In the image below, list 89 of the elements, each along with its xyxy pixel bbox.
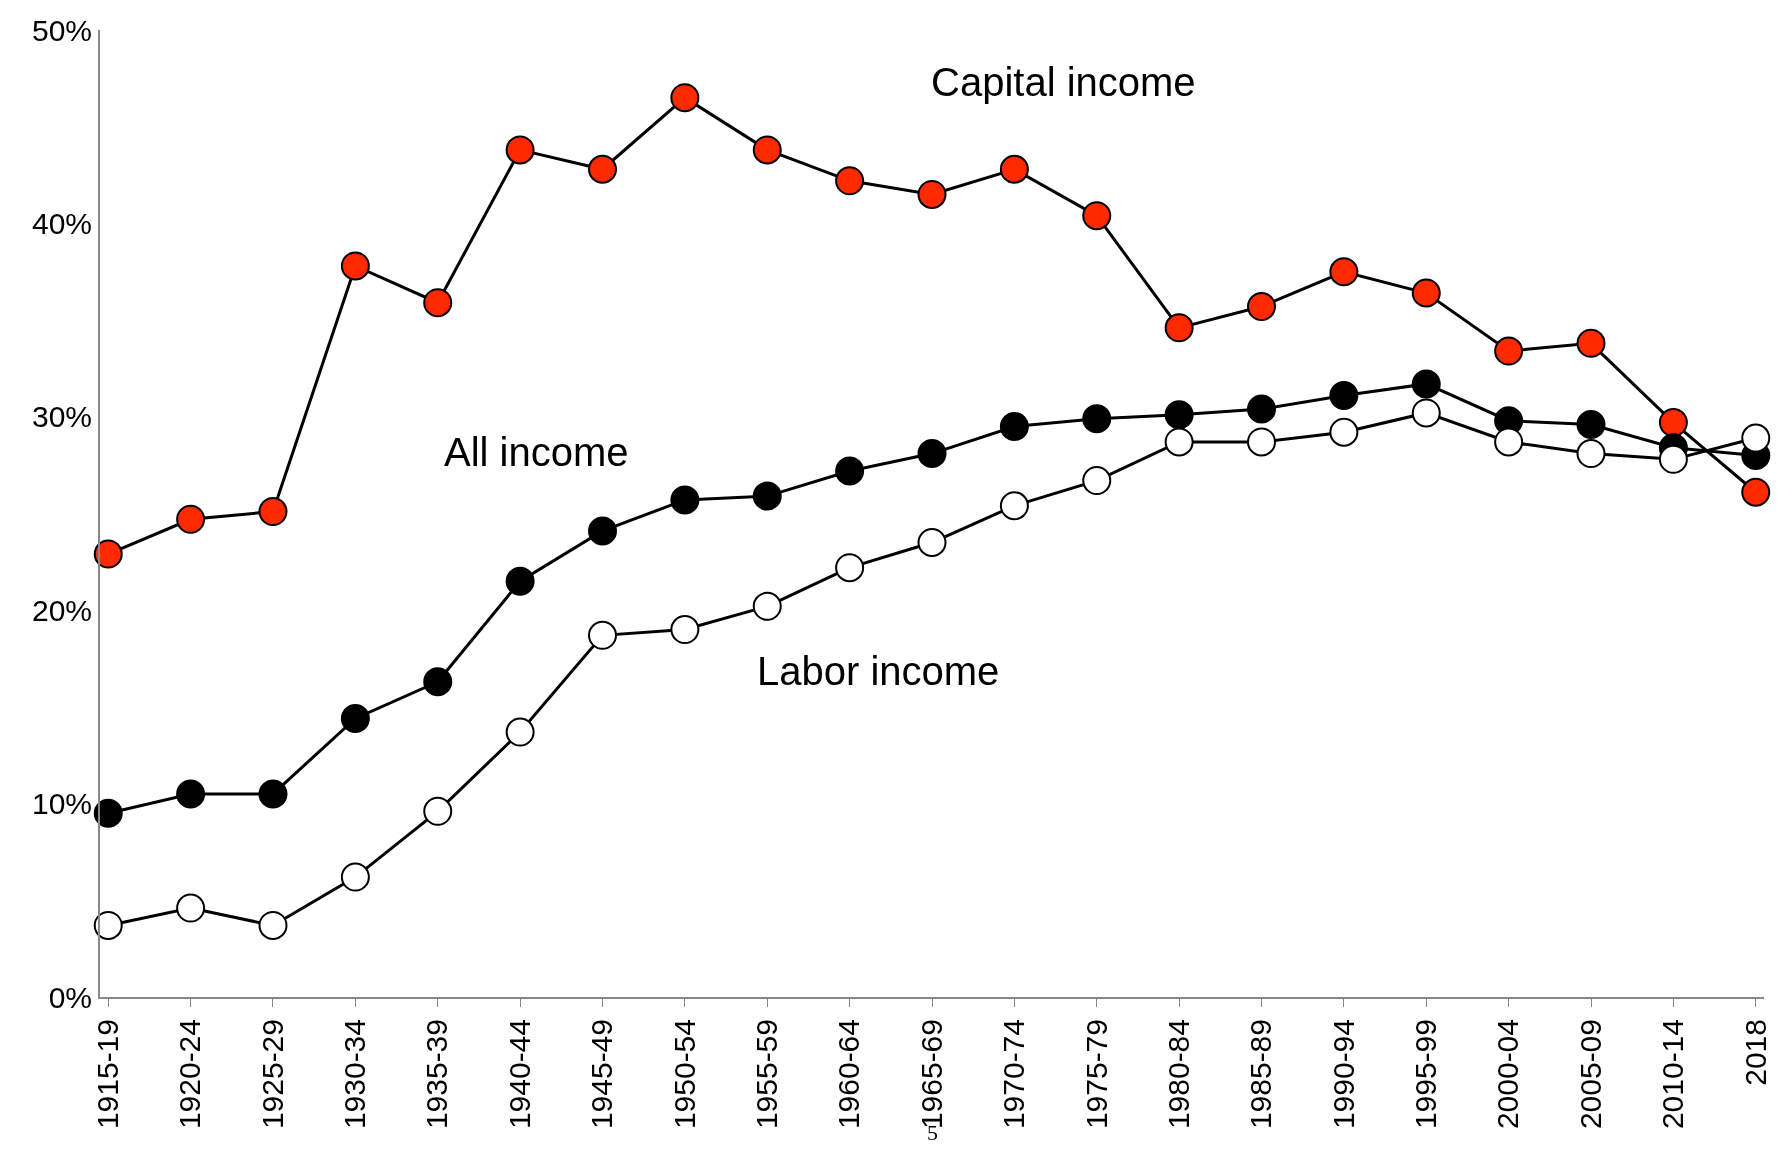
point — [176, 779, 206, 809]
x-tick-label: 1930-34 — [338, 1019, 372, 1130]
point — [917, 179, 947, 209]
point — [93, 910, 123, 940]
point — [999, 491, 1029, 521]
point — [670, 485, 700, 515]
point — [1576, 328, 1606, 358]
point — [1576, 410, 1606, 440]
point — [1329, 417, 1359, 447]
point — [588, 620, 617, 650]
x-tick-label: 1985-89 — [1244, 1019, 1278, 1130]
point — [1164, 400, 1194, 430]
y-tick-label: 30% — [31, 400, 92, 434]
point — [93, 798, 123, 828]
x-tick-label: 1995-99 — [1409, 1019, 1443, 1130]
x-tick-label: 1990-94 — [1326, 1019, 1360, 1130]
point — [1082, 404, 1112, 434]
point — [1247, 292, 1276, 322]
x-tick-label: 1915-19 — [90, 1019, 124, 1130]
point — [917, 439, 947, 469]
series-label: Labor income — [757, 649, 1000, 693]
x-tick-label: 1975-79 — [1079, 1019, 1113, 1130]
point — [1741, 423, 1771, 453]
y-tick-label: 0% — [48, 980, 92, 1014]
series-label: All income — [444, 430, 629, 474]
x-tick-label: 1955-59 — [750, 1019, 783, 1130]
point — [835, 456, 865, 486]
point — [1494, 427, 1524, 457]
point — [423, 288, 453, 318]
point — [1411, 369, 1441, 399]
x-tick-label: 1980-84 — [1161, 1019, 1195, 1130]
point — [505, 135, 535, 165]
y-tick-label: 50% — [31, 13, 92, 47]
point — [588, 154, 617, 184]
point — [1164, 313, 1194, 343]
point — [1164, 427, 1194, 457]
x-tick-label: 1920-24 — [173, 1019, 207, 1130]
x-tick-label: 2000-04 — [1491, 1019, 1525, 1130]
point — [1494, 336, 1524, 366]
point — [1247, 394, 1276, 424]
point — [752, 481, 782, 511]
x-tick-label: 1940-44 — [502, 1019, 536, 1130]
x-tick-label: 1950-54 — [667, 1019, 701, 1130]
point — [670, 83, 700, 113]
point — [1329, 257, 1359, 287]
point — [340, 704, 370, 733]
point — [917, 528, 947, 557]
point — [93, 539, 123, 569]
point — [670, 615, 700, 645]
point — [835, 553, 865, 583]
point — [1576, 439, 1606, 469]
point — [423, 796, 453, 826]
x-tick-label: 2005-09 — [1573, 1019, 1607, 1130]
x-tick-label: 1945-49 — [585, 1019, 619, 1130]
series-label: Capital income — [931, 60, 1196, 104]
point — [1658, 444, 1688, 474]
point — [999, 411, 1029, 441]
point — [176, 504, 206, 534]
point — [340, 251, 370, 281]
point — [340, 862, 370, 892]
point — [176, 893, 206, 923]
point — [1082, 201, 1112, 231]
x-tick-label: 2010-14 — [1656, 1019, 1690, 1130]
point — [1411, 398, 1441, 428]
x-tick-label: 1970-74 — [997, 1019, 1031, 1130]
point — [505, 566, 535, 596]
y-tick-label: 40% — [31, 206, 92, 240]
x-tick-label: 1960-64 — [832, 1019, 866, 1130]
y-tick-label: 10% — [31, 787, 92, 821]
point — [999, 154, 1029, 184]
point — [752, 135, 782, 165]
point — [1082, 466, 1112, 496]
point — [258, 497, 288, 527]
point — [835, 166, 865, 196]
point — [1658, 408, 1688, 438]
point — [505, 717, 535, 747]
x-tick-label: 1925-29 — [255, 1019, 289, 1130]
point — [1329, 381, 1359, 411]
x-tick-label: 2018 — [1738, 1019, 1772, 1086]
point — [1741, 477, 1771, 507]
y-tick-label: 20% — [31, 593, 92, 627]
point — [258, 910, 288, 940]
point — [423, 667, 453, 697]
point — [1411, 278, 1441, 308]
point — [752, 591, 782, 621]
x-tick-label: 1935-39 — [420, 1019, 454, 1130]
point — [258, 779, 288, 809]
point — [588, 516, 617, 546]
point — [1247, 427, 1276, 457]
